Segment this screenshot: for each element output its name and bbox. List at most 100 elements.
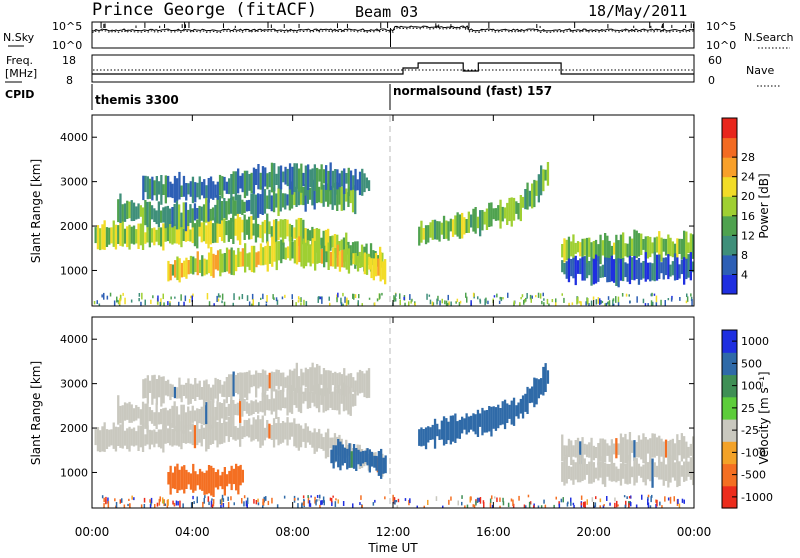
heatmap-cell — [259, 194, 262, 214]
heatmap-cell — [327, 228, 330, 255]
heatmap-cell — [130, 200, 133, 222]
heatmap-cell — [358, 171, 362, 196]
heatmap-cell — [338, 251, 342, 272]
heatmap-cell — [300, 368, 303, 394]
heatmap-cell — [239, 217, 242, 245]
noise-spikes — [100, 22, 695, 47]
heatmap-cell — [689, 233, 692, 262]
heatmap-cell — [363, 173, 366, 193]
heatmap-cell — [155, 229, 158, 242]
heatmap-cell — [604, 233, 607, 262]
heatmap-cell — [294, 498, 296, 501]
heatmap-cell — [253, 499, 255, 504]
heatmap-cell — [164, 380, 167, 396]
heatmap-cell — [377, 258, 380, 276]
heatmap-cell — [448, 301, 450, 306]
heatmap-cell — [372, 258, 375, 281]
heatmap-cell — [157, 412, 160, 425]
heatmap-cell — [456, 421, 459, 439]
heatmap-cell — [232, 416, 235, 440]
heatmap-cell — [336, 244, 339, 267]
heatmap-cell — [577, 296, 579, 304]
heatmap-cell — [375, 455, 378, 471]
heatmap-cell — [202, 427, 206, 440]
heatmap-cell — [167, 301, 169, 306]
heatmap-cell — [153, 429, 156, 448]
heatmap-cell — [617, 296, 620, 303]
heatmap-cell — [148, 407, 151, 422]
heatmap-cell — [272, 187, 276, 213]
heatmap-cell — [519, 195, 522, 222]
heatmap-cell — [561, 244, 564, 258]
heatmap-cell — [119, 424, 122, 448]
heatmap-cell — [343, 368, 346, 397]
heatmap-cell — [223, 399, 226, 425]
heatmap-cell — [591, 497, 594, 502]
heatmap-cell — [232, 196, 235, 222]
heatmap-cell — [273, 297, 275, 301]
colorbar-tick-label: 100 — [741, 380, 762, 393]
heatmap-cell — [150, 410, 154, 424]
heatmap-cell — [96, 300, 98, 304]
heatmap-cell — [178, 227, 181, 245]
heatmap-cell — [297, 168, 301, 192]
heatmap-cell — [200, 406, 203, 425]
heatmap-cell — [334, 371, 337, 388]
heatmap-cell — [307, 369, 310, 394]
heatmap-cell — [681, 498, 684, 503]
heatmap-cell — [642, 261, 645, 279]
heatmap-cell — [209, 400, 212, 430]
heatmap-cell — [214, 204, 217, 223]
heatmap-cell — [243, 372, 247, 398]
heatmap-cell — [431, 424, 434, 440]
colorbar-swatch — [722, 176, 737, 197]
heatmap-cell — [250, 172, 253, 193]
freq-right-label: Nave — [746, 64, 774, 77]
heatmap-cell — [359, 255, 362, 268]
heatmap-cell — [237, 466, 240, 495]
heatmap-cell — [305, 242, 308, 267]
heatmap-cell — [570, 497, 572, 503]
heatmap-cell — [171, 183, 174, 199]
heatmap-cell — [572, 257, 575, 279]
heatmap-cell — [96, 225, 100, 250]
heatmap-cell — [442, 416, 446, 446]
heatmap-cell — [295, 186, 298, 207]
heatmap-cell — [177, 501, 179, 506]
power-ylabel: Slant Range [km] — [29, 159, 43, 263]
heatmap-cell — [122, 292, 124, 296]
heatmap-cell — [528, 388, 531, 404]
noise-search-line — [91, 25, 695, 32]
heatmap-cell — [225, 181, 228, 194]
heatmap-cell — [144, 403, 147, 429]
heatmap-cell — [171, 384, 174, 397]
heatmap-cell — [649, 262, 652, 282]
heatmap-cell — [680, 433, 683, 462]
heatmap-cell — [499, 199, 502, 229]
heatmap-cell — [282, 242, 285, 260]
heatmap-cell — [275, 369, 278, 386]
heatmap-cell — [295, 302, 297, 306]
heatmap-cell — [303, 498, 305, 504]
heatmap-cell — [340, 170, 344, 187]
y-tick-label: 4000 — [60, 333, 88, 346]
heatmap-cell — [483, 211, 486, 225]
heatmap-cell — [319, 494, 321, 499]
heatmap-cell — [370, 258, 373, 279]
heatmap-cell — [198, 176, 201, 200]
heatmap-cell — [160, 210, 163, 223]
heatmap-cell — [510, 498, 513, 502]
heatmap-cell — [659, 501, 661, 506]
heatmap-cell — [629, 300, 631, 304]
heatmap-cell — [365, 253, 369, 275]
heatmap-cell — [345, 439, 348, 458]
heatmap-cell — [626, 496, 628, 499]
heatmap-cell — [223, 467, 226, 496]
heatmap-cell — [567, 258, 571, 283]
heatmap-cell — [281, 388, 285, 408]
heatmap-cell — [221, 494, 224, 500]
heatmap-cell — [560, 498, 563, 503]
heatmap-cell — [608, 258, 611, 283]
